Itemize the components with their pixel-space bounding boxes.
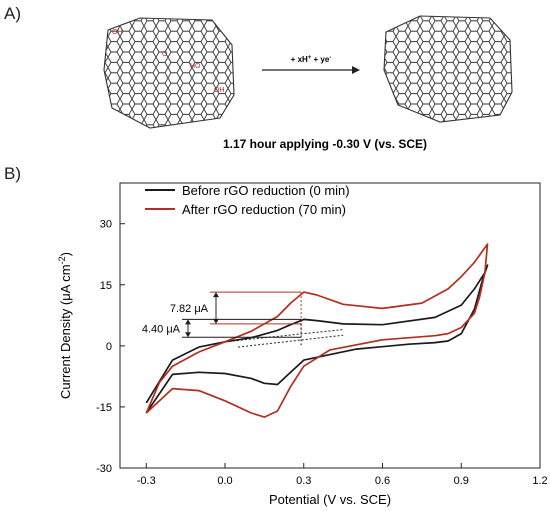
- plot-axes: -0.3 0.0 0.3 0.6 0.9 1.2 -30 -15 0 15 30: [96, 182, 548, 487]
- legend-label: Before rGO reduction (0 min): [182, 183, 350, 198]
- baseline-line: [238, 334, 344, 348]
- go-group-label: OH: [214, 87, 225, 94]
- x-tick-label: -0.3: [137, 475, 156, 487]
- baseline-line: [224, 329, 344, 343]
- x-axis-label: Potential (V vs. SCE): [269, 492, 391, 507]
- y-tick-label: 0: [106, 341, 112, 353]
- reaction-arrow: + xH+ + ye-: [262, 55, 360, 74]
- series-line: [145, 243, 489, 418]
- reaction-caption: 1.17 hour applying -0.30 V (vs. SCE): [223, 137, 427, 151]
- y-tick-label: 30: [100, 219, 112, 231]
- x-tick-label: 0.0: [217, 475, 232, 487]
- peak-annotations: 7.82 μA 4.40 μA: [142, 291, 302, 346]
- arrow-head: [213, 292, 219, 298]
- y-tick-label: -15: [96, 402, 112, 414]
- reaction-label: + xH+ + ye-: [291, 55, 332, 64]
- go-group-label: O: [162, 51, 168, 58]
- go-group-label: OH: [112, 29, 123, 36]
- cv-chart: -0.3 0.0 0.3 0.6 0.9 1.2 -30 -15 0 15 30 7.82 μA 4.…: [57, 182, 548, 507]
- peak-annotation-label: 7.82 μA: [170, 303, 209, 315]
- x-tick-label: 0.6: [375, 475, 390, 487]
- arrow-head: [213, 318, 219, 324]
- plot-frame: [119, 182, 541, 469]
- panel-a-label: A): [4, 4, 21, 23]
- series-lines: [145, 243, 489, 418]
- x-tick-label: 1.2: [532, 475, 547, 487]
- y-tick-label: 15: [100, 280, 112, 292]
- reduced-graphene-oxide-structure: [383, 15, 513, 123]
- arrow-head: [185, 319, 191, 325]
- x-tick-label: 0.9: [454, 475, 469, 487]
- arrow-head: [185, 332, 191, 338]
- graphene-oxide-structure: OH O HO OH: [103, 17, 235, 129]
- y-tick-label: -30: [96, 463, 112, 475]
- panel-b-label: B): [4, 164, 21, 183]
- reaction-scheme: OH O HO OH + xH+ + ye- 1.17 hour applyin…: [103, 15, 513, 151]
- baseline-lines: [224, 329, 344, 348]
- legend-label: After rGO reduction (70 min): [182, 202, 346, 217]
- go-group-label: HO: [190, 63, 201, 70]
- peak-annotation-label: 4.40 μA: [142, 323, 181, 335]
- y-axis-label: Current Density (μA cm-2): [57, 252, 73, 399]
- x-tick-label: 0.3: [296, 475, 311, 487]
- legend: Before rGO reduction (0 min) After rGO re…: [145, 183, 350, 217]
